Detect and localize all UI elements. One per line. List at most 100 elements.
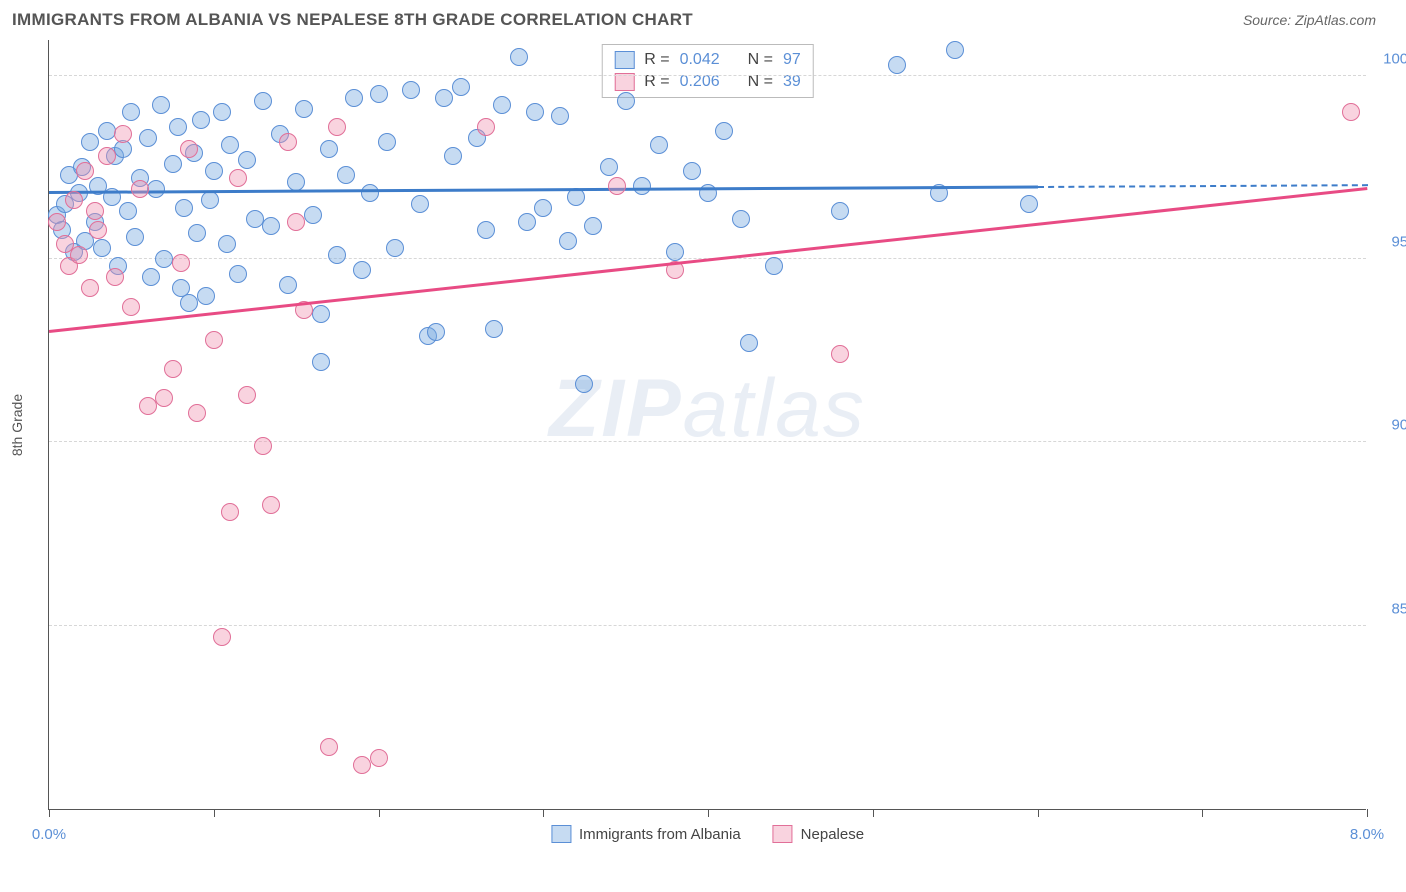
data-point	[262, 217, 280, 235]
data-point	[600, 158, 618, 176]
x-tick-mark	[49, 809, 50, 817]
source-value: ZipAtlas.com	[1295, 12, 1376, 28]
data-point	[279, 133, 297, 151]
data-point	[1020, 195, 1038, 213]
data-point	[279, 276, 297, 294]
y-tick-label: 100.0%	[1376, 50, 1406, 67]
data-point	[328, 246, 346, 264]
source-attribution: Source: ZipAtlas.com	[1243, 12, 1376, 28]
data-point	[180, 140, 198, 158]
y-tick-label: 95.0%	[1376, 234, 1406, 251]
data-point	[650, 136, 668, 154]
data-point	[295, 100, 313, 118]
data-point	[575, 375, 593, 393]
data-point	[81, 133, 99, 151]
stat-r-value: 0.042	[680, 51, 720, 69]
data-point	[765, 257, 783, 275]
stat-r-label: R =	[644, 73, 669, 91]
trend-line-dashed	[1037, 184, 1367, 188]
data-point	[361, 184, 379, 202]
data-point	[345, 89, 363, 107]
data-point	[715, 122, 733, 140]
stats-row: R =0.042N =97	[614, 49, 801, 71]
data-point	[254, 437, 272, 455]
data-point	[201, 191, 219, 209]
data-point	[831, 345, 849, 363]
data-point	[238, 151, 256, 169]
data-point	[287, 173, 305, 191]
data-point	[169, 118, 187, 136]
data-point	[477, 118, 495, 136]
data-point	[337, 166, 355, 184]
legend-swatch	[614, 73, 634, 91]
y-tick-label: 90.0%	[1376, 417, 1406, 434]
data-point	[402, 81, 420, 99]
data-point	[86, 202, 104, 220]
y-tick-label: 85.0%	[1376, 600, 1406, 617]
data-point	[320, 738, 338, 756]
data-point	[262, 496, 280, 514]
data-point	[65, 191, 83, 209]
y-gridline	[49, 441, 1366, 442]
legend-label: Nepalese	[801, 826, 864, 843]
data-point	[119, 202, 137, 220]
data-point	[106, 268, 124, 286]
x-tick-mark	[214, 809, 215, 817]
data-point	[312, 305, 330, 323]
data-point	[238, 386, 256, 404]
data-point	[411, 195, 429, 213]
legend-swatch	[773, 825, 793, 843]
data-point	[732, 210, 750, 228]
data-point	[386, 239, 404, 257]
data-point	[152, 96, 170, 114]
data-point	[76, 162, 94, 180]
data-point	[98, 122, 116, 140]
series-legend: Immigrants from Albania Nepalese	[551, 825, 864, 843]
data-point	[48, 213, 66, 231]
data-point	[320, 140, 338, 158]
data-point	[683, 162, 701, 180]
data-point	[584, 217, 602, 235]
data-point	[155, 389, 173, 407]
data-point	[510, 48, 528, 66]
data-point	[213, 103, 231, 121]
data-point	[888, 56, 906, 74]
x-tick-mark	[1367, 809, 1368, 817]
data-point	[131, 180, 149, 198]
x-tick-mark	[708, 809, 709, 817]
data-point	[427, 323, 445, 341]
data-point	[122, 103, 140, 121]
source-label: Source:	[1243, 12, 1295, 28]
legend-item: Nepalese	[773, 825, 864, 843]
data-point	[188, 224, 206, 242]
data-point	[229, 265, 247, 283]
data-point	[312, 353, 330, 371]
data-point	[164, 155, 182, 173]
stat-n-value: 39	[783, 73, 801, 91]
data-point	[370, 85, 388, 103]
data-point	[139, 129, 157, 147]
data-point	[229, 169, 247, 187]
data-point	[287, 213, 305, 231]
data-point	[142, 268, 160, 286]
data-point	[477, 221, 495, 239]
data-point	[221, 136, 239, 154]
data-point	[378, 133, 396, 151]
data-point	[485, 320, 503, 338]
x-tick-label: 0.0%	[32, 826, 66, 843]
data-point	[139, 397, 157, 415]
data-point	[254, 92, 272, 110]
data-point	[633, 177, 651, 195]
y-gridline	[49, 75, 1366, 76]
correlation-stats-legend: R =0.042N =97R =0.206N =39	[601, 44, 814, 98]
data-point	[946, 41, 964, 59]
data-point	[98, 147, 116, 165]
data-point	[218, 235, 236, 253]
trend-line	[49, 185, 1037, 193]
data-point	[213, 628, 231, 646]
data-point	[205, 162, 223, 180]
legend-swatch	[551, 825, 571, 843]
data-point	[155, 250, 173, 268]
legend-item: Immigrants from Albania	[551, 825, 741, 843]
data-point	[551, 107, 569, 125]
